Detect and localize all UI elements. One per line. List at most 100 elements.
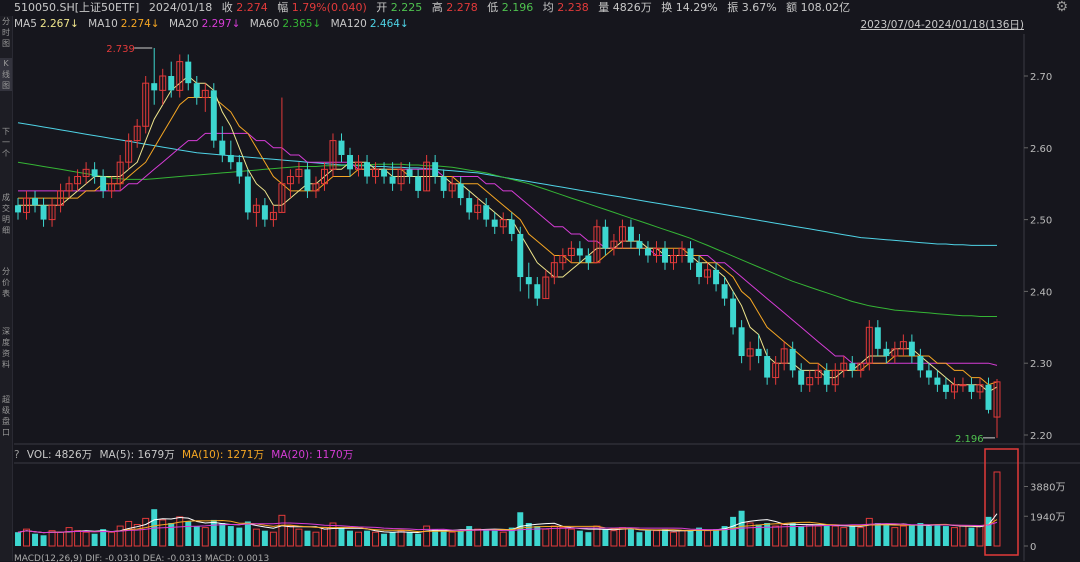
ma60-label: MA60	[249, 18, 280, 30]
gear-icon[interactable]: ⚙	[1055, 0, 1068, 15]
volume-bar	[448, 531, 456, 547]
candle-body	[82, 168, 90, 178]
volume-legend: ? VOL: 4826万 MA(5): 1679万 MA(10): 1271万 …	[14, 447, 357, 463]
volume-bar	[312, 531, 320, 547]
volume-bar	[798, 526, 805, 546]
candle-body	[678, 247, 686, 257]
candle-body	[347, 154, 353, 170]
candle-body	[968, 384, 975, 392]
volume-bar	[542, 528, 550, 547]
sidebar-item-next[interactable]: 下一个	[2, 127, 10, 158]
candle-body	[687, 248, 694, 263]
volume-bar	[252, 528, 260, 547]
ma10-value: 2.274↓	[120, 18, 160, 30]
candle-body	[542, 276, 550, 300]
ma5-line	[18, 75, 998, 393]
ma120-label: MA120	[330, 18, 367, 30]
volume-bar	[874, 522, 881, 546]
volume-bar	[116, 525, 124, 547]
vol-ma20: MA(20): 1170万	[271, 449, 354, 461]
volume-bar	[662, 529, 668, 546]
volume-bar	[397, 530, 405, 547]
candle-body	[713, 269, 720, 285]
volume-bar	[934, 524, 941, 546]
volume-bar	[636, 532, 643, 546]
candle-body	[415, 176, 422, 191]
volume-bar	[644, 530, 651, 546]
candle-body	[857, 362, 865, 371]
low-marker-label: 2.196	[955, 434, 984, 445]
candle-body	[364, 162, 371, 177]
change-label: 幅	[277, 1, 289, 14]
volume-bar	[831, 525, 839, 547]
sidebar-item-super-panel[interactable]: 超级盘口	[2, 395, 10, 437]
volume-bar	[286, 525, 294, 547]
candle-body	[585, 255, 592, 263]
candle-body	[193, 83, 200, 98]
volume-bar	[57, 531, 65, 547]
sidebar-item-price-table[interactable]: 分价表	[2, 267, 10, 298]
candle-body	[133, 125, 141, 142]
candle-body	[789, 348, 796, 371]
candle-body	[721, 284, 728, 299]
candle-body	[100, 176, 107, 191]
candle-body	[432, 162, 439, 177]
volume-bar	[355, 531, 363, 547]
vol-ma20-line	[17, 521, 998, 534]
candle-body	[227, 154, 234, 163]
sidebar-item-depth[interactable]: 深度资料	[2, 327, 10, 369]
low-value: 2.196	[501, 1, 534, 14]
y-tick-label: 2.70	[1030, 72, 1052, 83]
open-label: 开	[376, 1, 388, 14]
volume-bar	[652, 530, 660, 547]
sidebar-item-trade-detail[interactable]: 成交明细	[2, 193, 10, 235]
volume-bar	[968, 527, 975, 546]
candle-body	[559, 255, 567, 264]
volume-bar	[959, 525, 967, 547]
volume-bar	[696, 527, 703, 546]
volume-bar	[415, 533, 422, 546]
change-value: 1.79%(0.040)	[291, 1, 367, 14]
candle-body	[15, 205, 21, 213]
volume-bar	[849, 526, 856, 546]
volume-bar	[457, 530, 464, 546]
candle-body	[755, 348, 762, 357]
turnover-label: 换	[661, 1, 673, 14]
sidebar-item-timeshare[interactable]: 分时图	[2, 17, 10, 48]
candle-body	[168, 76, 175, 91]
amp-label: 振	[727, 1, 739, 14]
candle-body	[269, 211, 277, 221]
vol-ma10: MA(10): 1271万	[182, 449, 264, 461]
volume-bar	[483, 529, 490, 546]
candle-body	[491, 219, 498, 227]
high-marker-label: 2.739	[106, 44, 135, 55]
volume-bar	[168, 522, 175, 546]
symbol-code[interactable]: 510050.SH[上证50ETF]	[14, 1, 140, 14]
amount-label: 额	[786, 1, 798, 14]
volume-bar	[764, 522, 771, 546]
candle-body	[381, 169, 388, 177]
volume-bar	[100, 529, 107, 546]
candle-body	[440, 176, 447, 191]
ma10-label: MA10	[88, 18, 118, 30]
avg-label: 均	[542, 1, 554, 14]
candle-body	[142, 82, 150, 127]
candle-body	[423, 161, 431, 192]
help-icon[interactable]: ?	[14, 449, 20, 461]
volume-bar	[789, 522, 796, 546]
volume-bar	[942, 526, 949, 546]
candle-body	[338, 140, 345, 155]
volume-bar	[329, 522, 337, 547]
volume-bar	[985, 516, 992, 546]
volume-bar	[65, 527, 73, 547]
volume-bar	[74, 530, 82, 547]
volume-bar	[48, 530, 56, 547]
date-range[interactable]: 2023/07/04-2024/01/18(136日)	[860, 19, 1024, 31]
volume-bar	[40, 535, 47, 546]
volume-bar	[823, 524, 830, 546]
candle-body	[151, 83, 158, 91]
candle-body	[457, 183, 464, 199]
